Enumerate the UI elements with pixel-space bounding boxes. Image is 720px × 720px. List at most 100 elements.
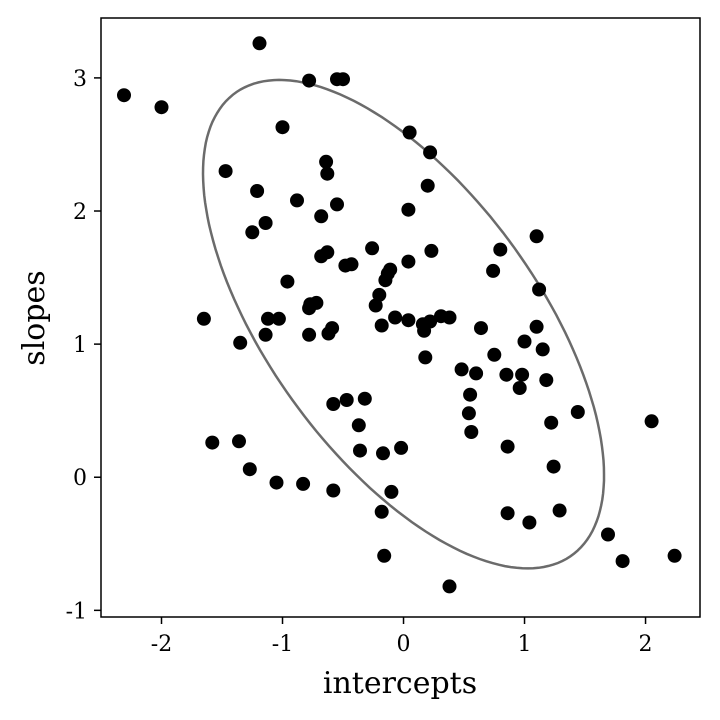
- data-point: [401, 313, 416, 328]
- data-point: [469, 366, 484, 381]
- data-point: [454, 362, 469, 377]
- confidence-ellipse: [201, 78, 606, 570]
- data-point: [376, 446, 390, 461]
- data-point: [420, 178, 435, 193]
- data-point: [326, 483, 341, 498]
- data-point: [205, 435, 220, 450]
- data-point: [532, 282, 547, 297]
- data-point: [394, 440, 409, 455]
- y-tick-label: 2: [73, 200, 87, 225]
- data-point: [245, 225, 260, 240]
- data-point: [529, 229, 544, 244]
- data-point: [500, 439, 515, 454]
- data-point: [302, 73, 317, 88]
- data-point: [535, 342, 550, 357]
- y-tick-label: 0: [73, 466, 87, 491]
- data-point: [442, 579, 457, 594]
- data-point: [667, 548, 682, 563]
- data-point: [544, 415, 559, 430]
- data-point: [383, 262, 398, 277]
- data-point: [374, 504, 389, 519]
- data-point: [269, 475, 284, 490]
- data-point: [529, 319, 544, 334]
- data-point: [326, 397, 341, 411]
- data-point: [261, 311, 275, 326]
- data-point: [442, 310, 457, 325]
- y-axis-label: slopes: [17, 270, 52, 365]
- data-point: [218, 164, 233, 179]
- data-point: [377, 548, 392, 563]
- data-point: [515, 367, 530, 382]
- data-point: [296, 476, 311, 491]
- data-point: [499, 367, 514, 382]
- data-point: [570, 405, 585, 419]
- data-point: [417, 323, 432, 338]
- data-point: [336, 72, 350, 87]
- y-tick-label: 1: [73, 333, 87, 358]
- data-point: [117, 88, 131, 103]
- data-point: [302, 327, 317, 342]
- data-point: [271, 311, 286, 326]
- data-point: [486, 263, 501, 278]
- data-point: [402, 125, 417, 140]
- data-point: [357, 391, 372, 406]
- data-point: [154, 100, 169, 115]
- data-point: [250, 184, 265, 198]
- data-point: [522, 515, 537, 530]
- data-point: [232, 434, 246, 449]
- x-tick-label: 1: [518, 632, 532, 657]
- data-point: [615, 554, 630, 569]
- data-point: [242, 462, 257, 477]
- data-point: [314, 209, 329, 224]
- y-tick-label: 3: [73, 67, 87, 92]
- data-point: [512, 381, 527, 395]
- data-point: [493, 242, 508, 257]
- x-tick-label: 2: [639, 632, 653, 657]
- data-point: [344, 257, 359, 272]
- plot-frame: [100, 17, 701, 618]
- data-point: [384, 484, 399, 499]
- data-point: [196, 311, 211, 326]
- y-axis-ticks: -1 0 1 2 3: [66, 67, 101, 624]
- data-point: [258, 216, 273, 230]
- data-point: [252, 36, 267, 51]
- data-point: [290, 193, 304, 208]
- data-point: [463, 387, 478, 402]
- data-point: [500, 506, 515, 521]
- data-point: [418, 350, 433, 365]
- data-point: [258, 327, 273, 342]
- x-tick-label: 0: [397, 632, 411, 657]
- data-point: [314, 249, 329, 264]
- data-point: [339, 393, 354, 407]
- data-point: [320, 166, 335, 181]
- points-layer: [117, 36, 682, 594]
- x-axis-label: intercepts: [323, 666, 477, 701]
- data-point: [378, 273, 393, 288]
- data-point: [365, 241, 380, 256]
- data-point: [401, 254, 416, 269]
- data-point: [353, 443, 367, 458]
- data-point: [644, 414, 659, 429]
- data-point: [601, 527, 615, 542]
- data-point: [319, 154, 334, 169]
- data-point: [321, 326, 336, 341]
- data-point: [330, 197, 344, 212]
- data-point: [233, 335, 248, 350]
- data-point: [552, 503, 567, 518]
- confidence-ellipse-layer: [201, 78, 606, 570]
- data-point: [546, 459, 561, 474]
- data-point: [388, 310, 403, 325]
- data-point: [424, 243, 439, 258]
- x-axis-ticks: -2 -1 0 1 2: [151, 617, 653, 657]
- data-point: [539, 373, 554, 388]
- x-tick-label: -1: [272, 632, 293, 657]
- data-point: [275, 120, 290, 135]
- data-point: [401, 202, 416, 217]
- data-point: [368, 298, 383, 313]
- data-point: [423, 145, 438, 160]
- data-point: [474, 321, 488, 336]
- data-point: [372, 287, 387, 302]
- data-point: [517, 334, 532, 349]
- data-point: [487, 347, 502, 362]
